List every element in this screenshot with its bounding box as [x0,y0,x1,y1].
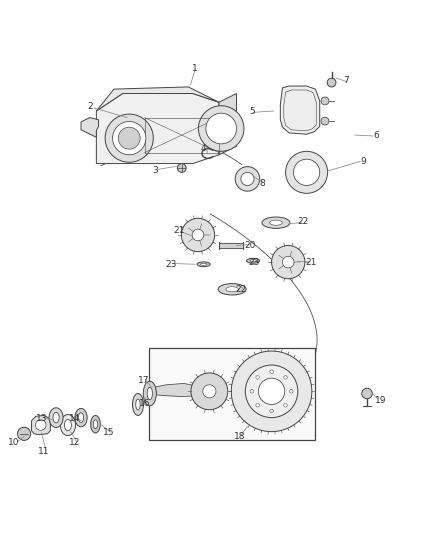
Ellipse shape [93,420,98,429]
Ellipse shape [78,413,84,423]
Text: 8: 8 [259,179,265,188]
Text: 21: 21 [305,257,317,266]
Text: 18: 18 [234,432,246,441]
Text: 15: 15 [103,429,114,438]
Circle shape [256,376,259,379]
Circle shape [290,390,293,393]
Circle shape [256,403,259,407]
Circle shape [191,373,228,410]
Circle shape [235,167,260,191]
Ellipse shape [49,408,63,427]
Ellipse shape [75,408,87,427]
Circle shape [284,403,287,407]
Text: 21: 21 [173,226,184,235]
Circle shape [113,122,146,155]
Text: 17: 17 [138,376,149,385]
Circle shape [231,351,312,432]
Ellipse shape [218,284,246,295]
Text: 16: 16 [139,399,150,408]
Text: 6: 6 [374,131,380,140]
Circle shape [327,78,336,87]
Text: 22: 22 [235,285,247,294]
Ellipse shape [60,415,76,435]
Circle shape [362,388,372,399]
Ellipse shape [64,419,71,431]
Text: 10: 10 [8,438,20,447]
Circle shape [18,427,31,440]
Polygon shape [32,415,50,435]
Text: 4: 4 [201,144,206,153]
Circle shape [198,106,244,151]
Bar [149,348,315,440]
Ellipse shape [197,262,210,266]
Circle shape [118,127,140,149]
Text: 11: 11 [38,447,49,456]
Circle shape [284,376,287,379]
Text: 22: 22 [297,217,309,227]
Polygon shape [280,86,320,134]
Ellipse shape [147,387,152,400]
Circle shape [293,159,320,185]
Ellipse shape [143,381,156,406]
Ellipse shape [201,263,207,265]
Text: 13: 13 [36,415,47,423]
Text: 20: 20 [244,241,255,250]
Polygon shape [155,383,201,397]
Text: 9: 9 [360,157,367,166]
Circle shape [270,409,273,413]
Polygon shape [96,93,219,164]
Ellipse shape [247,259,260,263]
Ellipse shape [53,413,59,423]
Ellipse shape [250,260,257,262]
Text: 23: 23 [248,257,260,266]
Text: 14: 14 [69,415,80,423]
Text: 7: 7 [343,76,349,85]
Circle shape [250,390,254,393]
Text: 23: 23 [165,260,177,269]
Polygon shape [219,93,237,155]
Ellipse shape [136,399,140,410]
Circle shape [272,246,305,279]
Circle shape [283,256,294,268]
Text: 19: 19 [375,395,387,405]
Circle shape [245,365,298,418]
Circle shape [286,151,328,193]
Text: 3: 3 [152,166,159,175]
Circle shape [35,420,46,430]
Circle shape [321,117,329,125]
Circle shape [258,378,285,405]
Ellipse shape [91,415,100,433]
Text: 5: 5 [249,107,255,116]
Text: 2: 2 [87,102,92,111]
Circle shape [177,164,186,172]
Circle shape [270,370,273,374]
Circle shape [203,385,216,398]
Polygon shape [96,87,219,111]
Text: 12: 12 [69,438,80,447]
Ellipse shape [270,220,282,225]
Circle shape [241,172,254,185]
Circle shape [181,219,215,252]
Circle shape [206,113,237,144]
Circle shape [105,114,153,162]
Ellipse shape [132,393,143,415]
Ellipse shape [262,217,290,229]
Text: 1: 1 [192,64,198,73]
Polygon shape [81,118,99,138]
Circle shape [321,97,329,105]
Ellipse shape [226,287,238,292]
Circle shape [192,229,204,241]
